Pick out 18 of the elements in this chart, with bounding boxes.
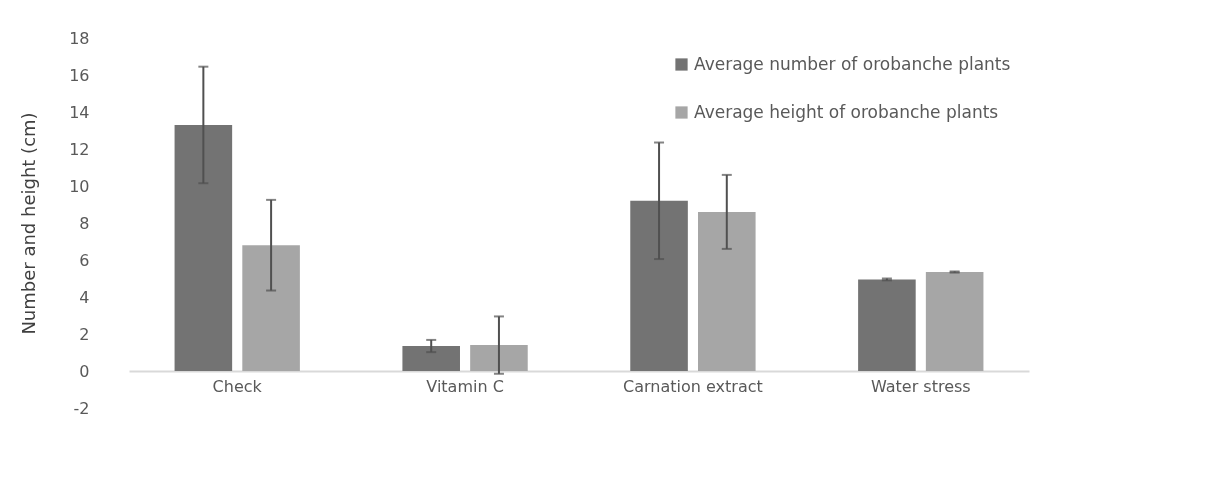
y-tick-label: 4 (79, 287, 90, 307)
y-tick-label: 8 (79, 213, 90, 233)
y-axis-title: Number and height (cm) (18, 112, 40, 335)
legend-label: Average height of orobanche plants (694, 101, 999, 122)
x-tick-label: Vitamin C (426, 376, 504, 396)
y-tick-label: 2 (79, 324, 90, 344)
x-tick-label: Carnation extract (623, 376, 763, 396)
x-tick-label: Water stress (870, 376, 971, 396)
y-tick-label: 14 (69, 102, 90, 122)
legend-label: Average number of orobanche plants (694, 53, 1011, 74)
y-tick-label: 0 (79, 361, 90, 381)
x-tick-label: Check (212, 376, 263, 396)
y-tick-label: -2 (73, 398, 90, 418)
y-tick-label: 18 (69, 28, 90, 48)
y-tick-label: 6 (79, 250, 90, 270)
y-tick-label: 16 (69, 65, 90, 85)
y-tick-label: 12 (69, 139, 90, 159)
y-tick-label: 10 (69, 176, 90, 196)
